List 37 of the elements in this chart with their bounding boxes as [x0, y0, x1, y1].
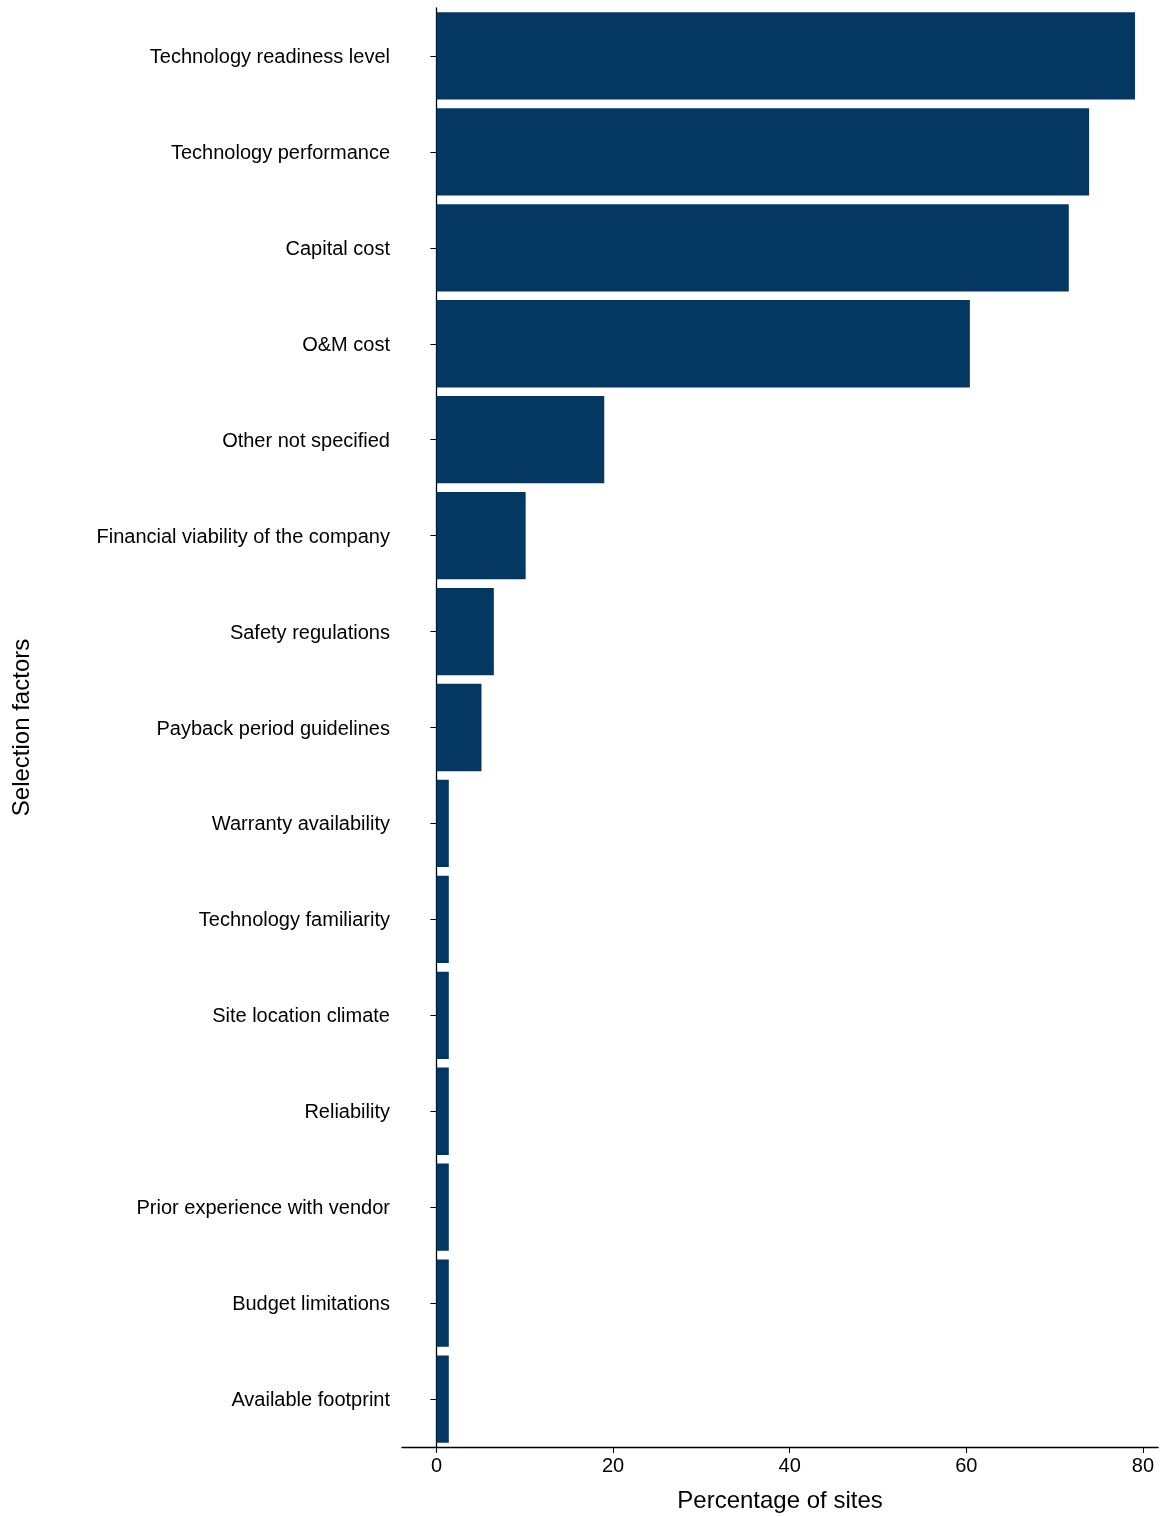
- bar: [436, 396, 605, 484]
- y-tick-label: Site location climate: [212, 1004, 390, 1027]
- x-tick-label: 60: [955, 1454, 978, 1476]
- bar: [436, 683, 482, 772]
- y-axis-title: Selection factors: [6, 638, 34, 817]
- bar: [436, 779, 449, 868]
- bar: [436, 971, 449, 1059]
- bar: [436, 1067, 449, 1155]
- y-tick-label: Safety regulations: [229, 620, 390, 643]
- bar: [436, 1355, 449, 1443]
- y-tick-label: Financial viability of the company: [96, 524, 390, 547]
- y-tick-label: Payback period guidelines: [156, 716, 390, 739]
- x-tick-label: 0: [430, 1454, 443, 1476]
- bar: [436, 204, 1069, 292]
- bar: [436, 108, 1090, 196]
- x-axis-title: Percentage of sites: [677, 1485, 883, 1513]
- bar: [436, 875, 449, 964]
- y-tick-label: Technology performance: [170, 140, 390, 163]
- bar: [436, 1163, 449, 1251]
- y-tick-label: Prior experience with vendor: [136, 1196, 391, 1219]
- y-tick-label: O&M cost: [302, 332, 391, 355]
- y-tick-label: Technology readiness level: [149, 44, 390, 67]
- y-tick-label: Technology familiarity: [198, 908, 390, 931]
- y-tick-label: Budget limitations: [232, 1292, 390, 1315]
- bar: [436, 12, 1136, 100]
- bar: [436, 587, 494, 676]
- y-tick-label: Capital cost: [285, 236, 391, 259]
- bar: [436, 1259, 449, 1347]
- x-tick-label: 40: [778, 1454, 801, 1476]
- y-tick-label: Other not specified: [222, 428, 390, 451]
- x-tick-label: 20: [601, 1454, 625, 1476]
- bar: [436, 491, 526, 580]
- y-tick-label: Reliability: [304, 1100, 390, 1123]
- y-tick-label: Available footprint: [231, 1388, 391, 1411]
- x-tick-label: 80: [1131, 1454, 1155, 1476]
- y-tick-label: Warranty availability: [211, 812, 390, 835]
- bar: [436, 300, 970, 388]
